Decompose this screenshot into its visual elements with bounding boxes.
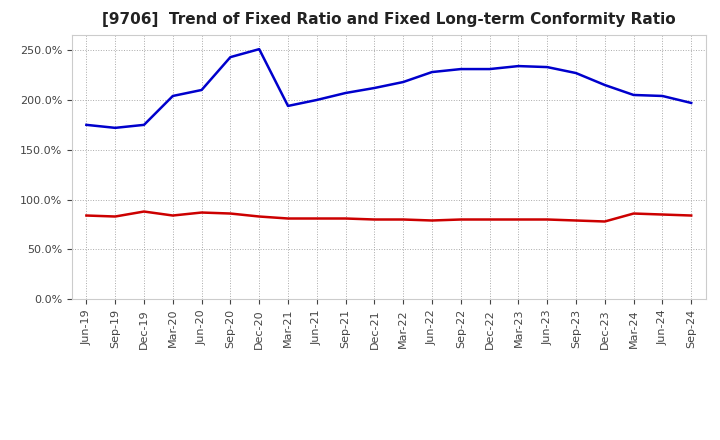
Fixed Long-term Conformity Ratio xyxy=(658,212,667,217)
Fixed Ratio xyxy=(543,64,552,70)
Fixed Long-term Conformity Ratio xyxy=(399,217,408,222)
Fixed Ratio xyxy=(226,55,235,60)
Fixed Ratio xyxy=(111,125,120,131)
Fixed Long-term Conformity Ratio xyxy=(284,216,292,221)
Fixed Long-term Conformity Ratio xyxy=(312,216,321,221)
Fixed Ratio xyxy=(312,97,321,103)
Fixed Long-term Conformity Ratio xyxy=(600,219,609,224)
Fixed Long-term Conformity Ratio xyxy=(82,213,91,218)
Fixed Ratio xyxy=(197,88,206,93)
Fixed Ratio xyxy=(629,92,638,98)
Fixed Long-term Conformity Ratio xyxy=(255,214,264,219)
Fixed Long-term Conformity Ratio xyxy=(428,218,436,223)
Fixed Long-term Conformity Ratio xyxy=(111,214,120,219)
Fixed Ratio xyxy=(428,70,436,75)
Fixed Long-term Conformity Ratio xyxy=(687,213,696,218)
Fixed Long-term Conformity Ratio xyxy=(514,217,523,222)
Fixed Long-term Conformity Ratio xyxy=(629,211,638,216)
Fixed Ratio xyxy=(514,63,523,69)
Fixed Long-term Conformity Ratio xyxy=(543,217,552,222)
Fixed Ratio xyxy=(370,85,379,91)
Title: [9706]  Trend of Fixed Ratio and Fixed Long-term Conformity Ratio: [9706] Trend of Fixed Ratio and Fixed Lo… xyxy=(102,12,675,27)
Fixed Ratio xyxy=(82,122,91,128)
Fixed Ratio xyxy=(341,90,350,95)
Fixed Long-term Conformity Ratio xyxy=(456,217,465,222)
Fixed Ratio xyxy=(658,93,667,99)
Fixed Ratio xyxy=(255,47,264,52)
Fixed Ratio xyxy=(399,79,408,84)
Fixed Ratio xyxy=(456,66,465,72)
Fixed Long-term Conformity Ratio xyxy=(168,213,177,218)
Fixed Long-term Conformity Ratio xyxy=(226,211,235,216)
Fixed Long-term Conformity Ratio xyxy=(485,217,494,222)
Fixed Long-term Conformity Ratio xyxy=(197,210,206,215)
Fixed Long-term Conformity Ratio xyxy=(370,217,379,222)
Fixed Ratio xyxy=(485,66,494,72)
Fixed Long-term Conformity Ratio xyxy=(572,218,580,223)
Fixed Ratio xyxy=(140,122,148,128)
Line: Fixed Ratio: Fixed Ratio xyxy=(86,49,691,128)
Fixed Ratio xyxy=(168,93,177,99)
Fixed Ratio xyxy=(572,70,580,76)
Fixed Long-term Conformity Ratio xyxy=(140,209,148,214)
Fixed Ratio xyxy=(600,82,609,88)
Fixed Long-term Conformity Ratio xyxy=(341,216,350,221)
Line: Fixed Long-term Conformity Ratio: Fixed Long-term Conformity Ratio xyxy=(86,212,691,221)
Fixed Ratio xyxy=(284,103,292,109)
Fixed Ratio xyxy=(687,100,696,106)
